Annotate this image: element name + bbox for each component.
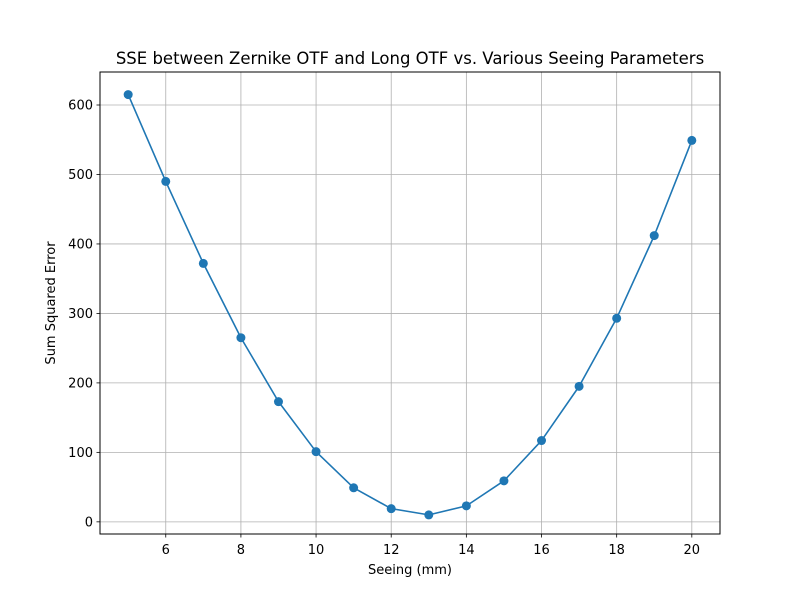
chart-title: SSE between Zernike OTF and Long OTF vs.… bbox=[116, 49, 704, 68]
plot-area bbox=[100, 72, 720, 534]
y-tick-label: 300 bbox=[68, 307, 93, 322]
x-tick-label: 18 bbox=[608, 543, 625, 558]
data-point bbox=[424, 510, 434, 520]
x-tick-label: 12 bbox=[383, 543, 400, 558]
y-tick-label: 500 bbox=[68, 168, 93, 183]
y-axis-label: Sum Squared Error bbox=[44, 241, 59, 365]
y-tick-label: 600 bbox=[68, 99, 93, 114]
data-point bbox=[649, 231, 659, 241]
y-tick-label: 400 bbox=[68, 237, 93, 252]
data-point bbox=[612, 313, 622, 323]
y-tick-label: 200 bbox=[68, 376, 93, 391]
series-line bbox=[127, 94, 693, 516]
data-point bbox=[349, 483, 359, 493]
x-tick-label: 14 bbox=[458, 543, 475, 558]
plot-frame bbox=[99, 71, 721, 535]
grid bbox=[100, 72, 720, 534]
data-point bbox=[537, 436, 547, 446]
data-point bbox=[161, 176, 171, 186]
y-tick-label: 100 bbox=[68, 446, 93, 461]
data-point bbox=[687, 135, 697, 145]
x-tick-label: 20 bbox=[684, 543, 701, 558]
data-point bbox=[311, 447, 321, 457]
data-point bbox=[461, 501, 471, 511]
y-axis: 0 100 200 300 400 500 600 bbox=[68, 99, 100, 530]
x-tick-label: 6 bbox=[162, 543, 170, 558]
data-point bbox=[236, 333, 246, 343]
y-tick-label: 0 bbox=[85, 515, 93, 530]
x-tick-label: 16 bbox=[533, 543, 550, 558]
data-point bbox=[386, 504, 396, 514]
x-tick-label: 10 bbox=[308, 543, 325, 558]
data-point bbox=[574, 381, 584, 391]
data-point bbox=[123, 90, 133, 100]
x-axis-label: Seeing (mm) bbox=[368, 563, 452, 578]
data-point bbox=[198, 258, 208, 268]
x-tick-label: 8 bbox=[237, 543, 245, 558]
data-point bbox=[499, 476, 509, 486]
x-axis: 6 8 10 12 14 16 18 20 bbox=[162, 534, 700, 558]
data-point bbox=[273, 397, 283, 407]
series-layer bbox=[123, 90, 697, 520]
